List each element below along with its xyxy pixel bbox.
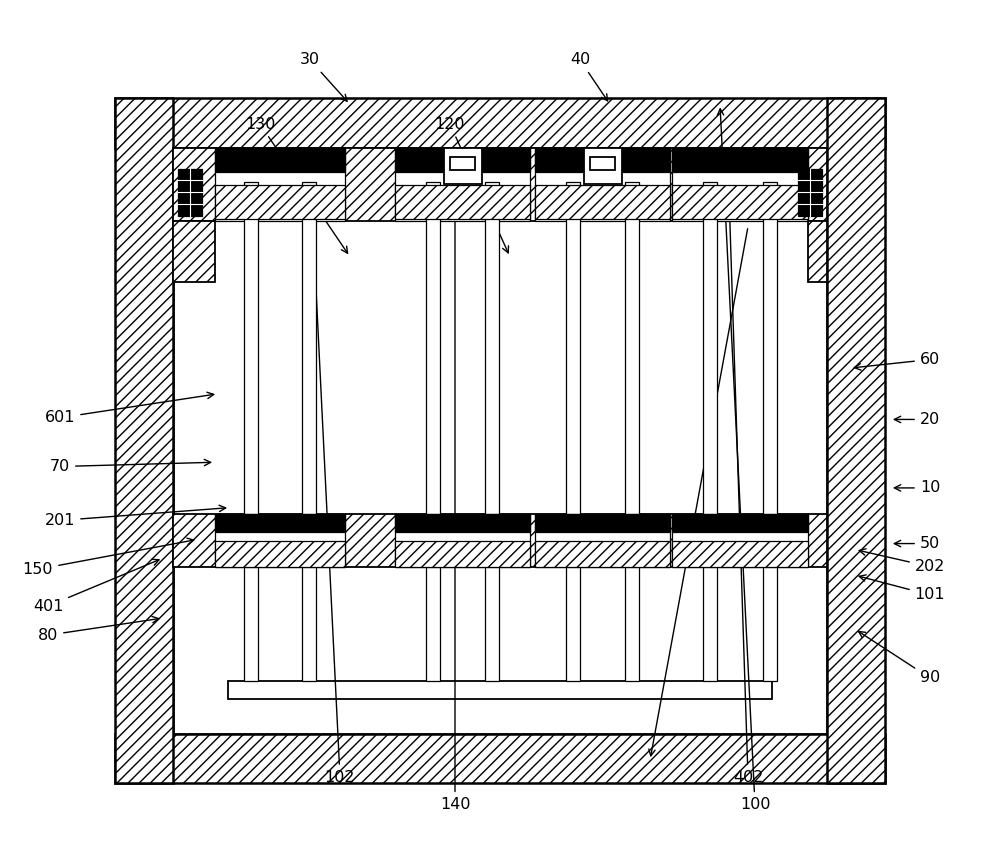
Text: 100: 100: [717, 109, 770, 812]
Bar: [395, 514, 530, 567]
Bar: [827, 98, 885, 783]
Bar: [672, 148, 808, 221]
Bar: [244, 567, 258, 681]
Text: 130: 130: [245, 116, 348, 253]
Bar: [450, 157, 475, 170]
Bar: [215, 514, 345, 567]
Bar: [703, 567, 717, 681]
Bar: [395, 514, 530, 532]
Bar: [395, 541, 530, 567]
Bar: [566, 567, 580, 681]
Text: 601: 601: [45, 392, 214, 425]
Bar: [485, 182, 499, 514]
Text: 40: 40: [570, 52, 608, 101]
Bar: [395, 148, 530, 221]
Bar: [426, 567, 440, 681]
Bar: [115, 98, 885, 148]
Text: 30: 30: [300, 52, 347, 101]
Bar: [798, 169, 822, 216]
Bar: [228, 681, 772, 699]
Bar: [173, 514, 827, 567]
Bar: [173, 148, 827, 734]
Bar: [625, 182, 639, 514]
Text: 50: 50: [894, 536, 940, 551]
Bar: [535, 185, 670, 219]
Text: 101: 101: [859, 575, 945, 603]
Text: 10: 10: [894, 480, 940, 496]
Text: 60: 60: [854, 352, 940, 370]
Bar: [535, 514, 670, 532]
Text: 402: 402: [725, 169, 763, 785]
Bar: [672, 541, 808, 567]
Bar: [215, 185, 345, 219]
Bar: [302, 182, 316, 514]
Bar: [178, 169, 202, 216]
Bar: [244, 182, 258, 514]
Text: 70: 70: [50, 459, 211, 474]
Bar: [535, 148, 670, 172]
Bar: [215, 514, 345, 532]
Bar: [115, 734, 885, 783]
Bar: [535, 541, 670, 567]
Text: 110: 110: [649, 208, 765, 756]
Bar: [535, 148, 670, 221]
Bar: [625, 567, 639, 681]
Bar: [808, 221, 827, 282]
Bar: [444, 148, 482, 184]
Text: 201: 201: [45, 505, 226, 528]
Bar: [672, 148, 808, 172]
Bar: [672, 514, 808, 567]
Bar: [566, 182, 580, 514]
Bar: [395, 185, 530, 219]
Bar: [672, 514, 808, 532]
Text: 150: 150: [23, 538, 194, 577]
Bar: [703, 182, 717, 514]
Bar: [115, 98, 173, 783]
Bar: [215, 148, 345, 172]
Bar: [173, 221, 215, 282]
Bar: [485, 567, 499, 681]
Bar: [173, 148, 827, 221]
Text: 80: 80: [38, 616, 159, 643]
Text: 202: 202: [859, 549, 945, 574]
Text: 140: 140: [440, 194, 470, 812]
Text: 120: 120: [435, 116, 508, 253]
Bar: [672, 185, 808, 219]
Bar: [426, 182, 440, 514]
Bar: [535, 514, 670, 567]
Bar: [763, 182, 777, 514]
Text: 90: 90: [859, 632, 940, 686]
Text: 20: 20: [894, 412, 940, 427]
Bar: [590, 157, 615, 170]
Text: 401: 401: [33, 559, 159, 614]
Bar: [302, 567, 316, 681]
Bar: [215, 541, 345, 567]
Bar: [215, 148, 345, 221]
Bar: [395, 148, 530, 172]
Bar: [763, 567, 777, 681]
Bar: [584, 148, 622, 184]
Text: 102: 102: [307, 171, 355, 785]
